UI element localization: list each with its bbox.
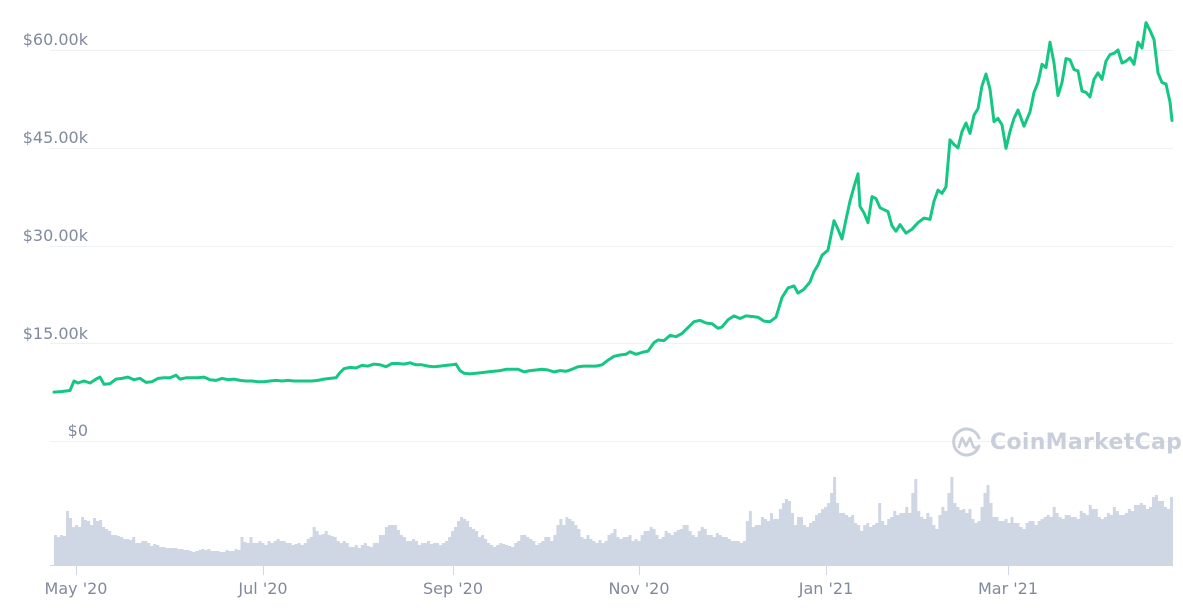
watermark-text: CoinMarketCap [990, 429, 1183, 455]
x-axis-label-sep-20: Sep '20 [423, 579, 483, 598]
y-axis-label-30k: $30.00k [22, 226, 88, 245]
watermark: CoinMarketCap [950, 425, 1182, 459]
y-axis-label-60k: $60.00k [22, 30, 88, 49]
coinmarketcap-logo-icon [952, 427, 981, 457]
x-axis-label-jul-20: Jul '20 [238, 579, 288, 598]
x-axis-label-mar-21: Mar '21 [977, 579, 1039, 598]
x-axis-label-may-20: May '20 [44, 579, 108, 598]
x-axis-ticks [76, 566, 1009, 575]
volume-bars [50, 477, 1173, 566]
y-axis-label-45k: $45.00k [22, 128, 88, 147]
y-axis-label-15k: $15.00k [22, 324, 88, 343]
x-axis-label-jan-21: Jan '21 [798, 579, 854, 598]
gridlines [50, 50, 1173, 442]
x-axis-label-nov-20: Nov '20 [608, 579, 670, 598]
y-axis-label-0: $0 [67, 421, 88, 440]
price-line [52, 21, 1174, 394]
